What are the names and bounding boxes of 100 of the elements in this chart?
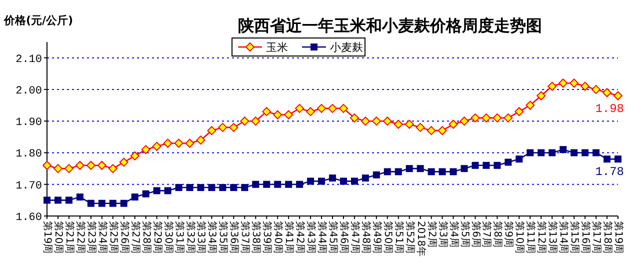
point bbox=[164, 187, 172, 194]
point bbox=[406, 165, 413, 172]
x-tick-label: 第32周 bbox=[184, 221, 196, 254]
point bbox=[218, 122, 228, 132]
point bbox=[54, 196, 62, 204]
point bbox=[285, 180, 292, 188]
point bbox=[306, 107, 316, 116]
x-tick-label: 第42周 bbox=[294, 221, 306, 254]
y-tick-label: 2.10 bbox=[16, 54, 42, 66]
x-tick-label: 第27周 bbox=[129, 221, 142, 254]
point bbox=[262, 107, 272, 116]
point bbox=[207, 126, 216, 136]
x-tick-label: 第6周 bbox=[470, 221, 482, 248]
y-tick-label: 2.00 bbox=[16, 85, 42, 98]
x-tick-label: 第24周 bbox=[96, 221, 108, 254]
point bbox=[142, 190, 150, 198]
x-tick-label: 第23周 bbox=[85, 221, 98, 254]
x-tick-label: 第13周 bbox=[546, 221, 559, 254]
point bbox=[196, 136, 206, 145]
x-tick-label: 第28周 bbox=[140, 221, 152, 254]
x-tick-label: 第40周 bbox=[272, 221, 284, 254]
point bbox=[340, 178, 347, 185]
point bbox=[274, 180, 282, 188]
point bbox=[394, 120, 403, 129]
point bbox=[470, 113, 480, 122]
point bbox=[65, 196, 72, 204]
point bbox=[53, 164, 62, 174]
point bbox=[360, 116, 370, 126]
point bbox=[514, 107, 524, 116]
point bbox=[404, 120, 414, 129]
point bbox=[362, 174, 369, 182]
x-tick-label: 第44周 bbox=[316, 221, 328, 254]
x-tick-label: 第25周 bbox=[107, 221, 120, 254]
point bbox=[251, 116, 260, 126]
y-axis-title: 价格(元/公斤) bbox=[3, 14, 74, 27]
point bbox=[604, 156, 611, 163]
point bbox=[426, 126, 436, 136]
x-tick-label: 第10周 bbox=[514, 221, 526, 254]
x-tick-label: 第26周 bbox=[118, 221, 130, 254]
point bbox=[416, 165, 424, 172]
point bbox=[570, 149, 578, 156]
point bbox=[538, 149, 545, 156]
data-label: 1.78 bbox=[595, 165, 624, 180]
chart-title: 陕西省近一年玉米和小麦麸价格周度走势图 bbox=[238, 16, 542, 35]
point bbox=[241, 184, 248, 192]
x-tick-label: 第11周 bbox=[524, 221, 537, 254]
point bbox=[614, 91, 622, 100]
point bbox=[602, 88, 612, 98]
point bbox=[152, 142, 162, 151]
point bbox=[482, 162, 490, 169]
point bbox=[592, 149, 600, 156]
point bbox=[108, 164, 118, 174]
x-tick-label: 第14周 bbox=[558, 221, 570, 254]
x-tick-label: 第3周 bbox=[436, 221, 449, 248]
data-label: 1.98 bbox=[595, 102, 624, 116]
point bbox=[252, 180, 260, 188]
x-tick-label: 第20周 bbox=[52, 221, 64, 254]
point bbox=[526, 100, 535, 110]
x-tick-label: 第22周 bbox=[74, 221, 86, 254]
point bbox=[229, 122, 238, 132]
y-tick-label: 1.60 bbox=[16, 212, 42, 224]
x-tick-label: 第19周 bbox=[612, 221, 624, 254]
x-tick-label: 第18周 bbox=[602, 221, 614, 254]
point bbox=[338, 104, 348, 113]
point bbox=[372, 116, 381, 126]
point bbox=[372, 171, 380, 178]
point bbox=[492, 113, 502, 122]
point bbox=[42, 160, 52, 170]
x-tick-label: 第12周 bbox=[536, 221, 548, 254]
point bbox=[163, 138, 172, 148]
point bbox=[186, 184, 194, 192]
point bbox=[130, 151, 140, 160]
x-tick-label: 第39周 bbox=[261, 221, 274, 254]
y-tick-label: 1.70 bbox=[16, 180, 42, 192]
point bbox=[460, 165, 468, 172]
x-tick-label: 第7周 bbox=[480, 221, 493, 248]
point bbox=[504, 158, 512, 166]
point bbox=[295, 104, 304, 113]
point bbox=[317, 104, 326, 113]
point bbox=[175, 184, 182, 192]
point bbox=[548, 149, 556, 156]
x-tick-label: 第51周 bbox=[392, 221, 405, 254]
point bbox=[76, 194, 84, 201]
x-tick-label: 第38周 bbox=[250, 221, 262, 254]
point bbox=[448, 120, 458, 129]
x-tick-label: 第4周 bbox=[448, 221, 460, 248]
x-tick-label: 第21周 bbox=[63, 221, 76, 254]
x-tick-label: 第17周 bbox=[590, 221, 603, 254]
point bbox=[438, 126, 447, 136]
point bbox=[548, 82, 557, 91]
x-tick-label: 第30周 bbox=[162, 221, 174, 254]
point bbox=[174, 138, 184, 148]
point bbox=[526, 149, 534, 156]
point bbox=[482, 113, 491, 122]
legend-label: 小麦麸 bbox=[330, 41, 363, 54]
point bbox=[64, 164, 74, 174]
point bbox=[86, 160, 96, 170]
x-tick-label: 第49周 bbox=[370, 221, 383, 254]
x-tick-label: 第47周 bbox=[348, 221, 361, 254]
point bbox=[131, 194, 138, 201]
